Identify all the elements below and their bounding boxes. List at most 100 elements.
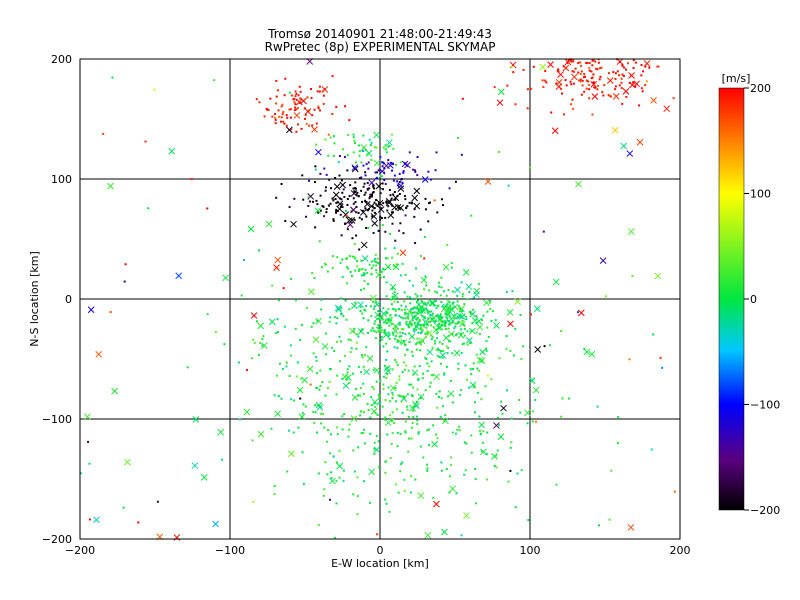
data-point (426, 369, 429, 372)
data-point (626, 62, 629, 65)
data-point (333, 536, 336, 539)
data-point (335, 322, 338, 325)
data-point-cross (439, 351, 447, 359)
data-point-cross (363, 200, 371, 208)
data-point (305, 215, 308, 218)
data-point (608, 94, 611, 97)
data-point (597, 524, 600, 527)
data-point (311, 271, 314, 274)
data-point (307, 195, 310, 198)
data-point (348, 119, 351, 122)
data-point (388, 317, 391, 320)
data-point (375, 198, 378, 201)
data-point-cross (551, 127, 559, 135)
data-point (442, 290, 445, 293)
data-point (623, 66, 626, 69)
data-point (412, 416, 415, 419)
data-point (297, 94, 300, 97)
data-point (240, 294, 243, 297)
data-point (340, 297, 343, 300)
data-point (373, 260, 376, 263)
data-point-cross (413, 187, 421, 195)
data-point (251, 439, 254, 442)
data-point (368, 138, 371, 141)
data-point (221, 458, 224, 461)
data-point (357, 446, 360, 449)
data-point (360, 259, 363, 262)
data-point-cross (366, 355, 374, 362)
data-point (457, 137, 460, 140)
data-point (322, 412, 325, 415)
data-point (398, 172, 401, 175)
data-point (440, 198, 443, 201)
data-point (396, 184, 399, 187)
data-point (392, 333, 395, 336)
data-point (459, 394, 462, 397)
data-point (379, 215, 382, 218)
data-point (324, 263, 327, 266)
data-point (328, 452, 331, 455)
colorbar (718, 87, 745, 511)
data-point (373, 305, 376, 308)
data-point (461, 321, 464, 324)
data-point (295, 92, 298, 95)
data-point (383, 171, 386, 174)
data-point (360, 200, 363, 203)
data-point (417, 378, 420, 381)
data-point (467, 386, 470, 389)
data-point (614, 77, 617, 80)
data-point (402, 328, 405, 331)
data-point (297, 426, 300, 429)
data-point (390, 317, 393, 320)
data-point (618, 60, 621, 63)
data-point (294, 106, 297, 109)
data-point (403, 300, 406, 303)
data-point-cross (411, 194, 419, 202)
data-point (350, 347, 353, 350)
data-point (388, 145, 391, 148)
data-point (315, 372, 318, 375)
data-point-cross (478, 421, 485, 429)
data-point (271, 284, 274, 287)
data-point (391, 411, 394, 414)
data-point (391, 432, 394, 435)
data-point (415, 297, 418, 300)
data-point (650, 448, 653, 451)
data-point (472, 368, 475, 371)
data-point (361, 328, 364, 331)
data-point (440, 276, 443, 279)
data-point (299, 338, 302, 341)
data-point (459, 310, 462, 313)
data-point (395, 361, 398, 364)
data-point (411, 336, 414, 339)
data-point (413, 330, 416, 333)
data-point (362, 365, 365, 368)
data-point (438, 355, 441, 358)
data-point (371, 205, 374, 208)
data-point (363, 428, 366, 431)
data-point (318, 85, 321, 88)
data-point (398, 192, 401, 195)
data-point (408, 326, 411, 329)
data-point (372, 307, 375, 310)
data-point (309, 383, 312, 386)
data-point (560, 415, 563, 418)
data-point (335, 393, 338, 396)
data-point (356, 265, 359, 268)
data-point (386, 257, 389, 260)
data-point-cross (173, 534, 181, 541)
data-point (325, 440, 328, 443)
data-point (632, 59, 635, 62)
data-point (353, 218, 356, 221)
data-point (438, 322, 441, 325)
data-point (436, 354, 439, 357)
data-point (394, 198, 397, 201)
data-point (381, 182, 384, 185)
data-point-cross (386, 162, 394, 169)
data-point (298, 85, 301, 88)
data-point (398, 321, 401, 324)
data-point (416, 341, 419, 344)
data-point (600, 66, 603, 69)
data-point-cross (300, 97, 307, 105)
data-point (445, 313, 448, 316)
